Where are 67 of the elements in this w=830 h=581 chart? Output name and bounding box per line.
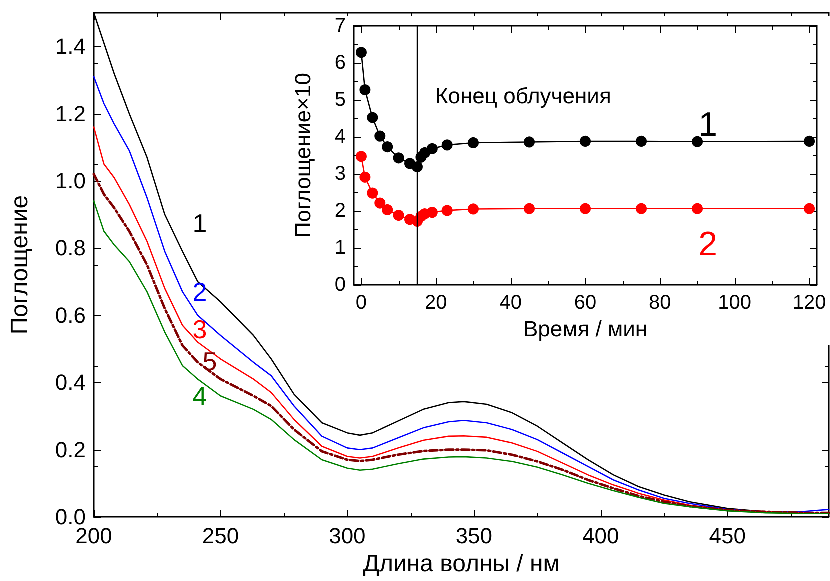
point [367,112,378,124]
point [360,172,371,183]
point [382,142,394,153]
point [374,198,386,209]
series-label: 1 [192,208,208,239]
point [442,205,453,216]
point [393,152,404,164]
y-tick-label: 1 [334,237,346,260]
point [692,136,704,148]
point [636,136,648,147]
y-tick-label: 0.6 [55,302,86,328]
x-tick-label: 80 [649,292,672,314]
point [426,207,438,218]
series-label: 3 [192,314,208,345]
point [468,204,479,215]
point [356,151,367,162]
y-tick-label: 1.2 [55,101,86,126]
y-tick-label: 4 [334,126,346,148]
x-tick-label: 120 [792,292,826,314]
point [360,84,371,96]
x-tick-label: 20 [425,292,448,314]
y-tick-label: 1.4 [55,34,86,60]
y-tick-label: 0 [334,274,346,296]
x-tick-label: 300 [329,524,366,549]
series-label: 2 [192,276,208,307]
point [580,203,591,214]
x-tick-label: 60 [574,292,597,314]
y-tick-label: 1.0 [55,168,86,194]
point [374,130,386,142]
y-axis-title: Поглощение×10 [290,73,316,238]
series-label: 2 [698,226,718,264]
series-label: 1 [698,106,718,144]
x-tick-label: 200 [76,524,112,549]
point [426,143,438,154]
y-tick-label: 0.8 [55,236,86,261]
x-tick-label: 400 [582,524,620,549]
point [524,203,535,214]
x-tick-label: 100 [718,292,752,314]
point [367,188,378,199]
x-tick-label: 350 [456,524,493,549]
x-tick-label: 40 [500,292,522,314]
point [636,203,648,214]
x-axis-title: Время / мин [523,316,648,342]
y-tick-label: 2 [334,200,346,222]
x-axis-title: Длина волны / нм [363,550,560,578]
x-tick-label: 0 [356,292,368,314]
point [382,204,394,216]
point [442,140,453,151]
point [393,210,404,222]
point [804,136,816,147]
y-tick-label: 6 [334,52,346,74]
point [692,203,704,214]
y-axis-title: Поглощение [6,195,34,335]
point [468,137,479,148]
y-tick-label: 3 [334,163,346,186]
point [524,136,535,148]
x-tick-label: 250 [202,524,240,549]
point [804,203,816,214]
y-tick-label: 0.2 [55,437,86,462]
y-tick-label: 5 [334,89,346,112]
series-label: 4 [192,380,208,411]
x-tick-label: 450 [709,524,746,549]
y-tick-label: 7 [334,15,346,37]
ref-line-label: Конец облучения [435,83,612,108]
point [356,47,367,58]
point [580,136,591,147]
y-tick-label: 0.4 [55,370,86,396]
